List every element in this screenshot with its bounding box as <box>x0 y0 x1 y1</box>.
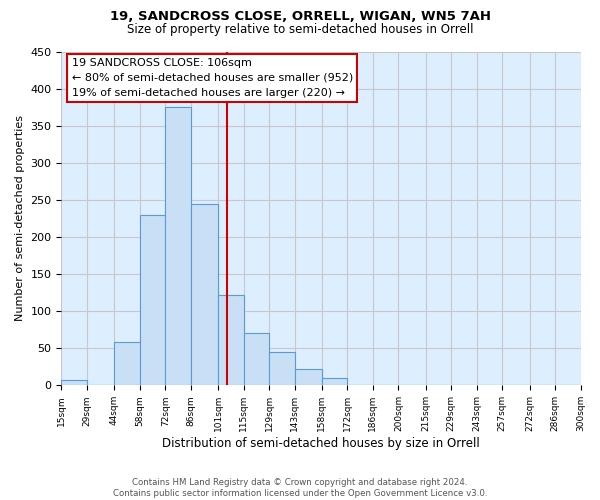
Text: 19, SANDCROSS CLOSE, ORRELL, WIGAN, WN5 7AH: 19, SANDCROSS CLOSE, ORRELL, WIGAN, WN5 … <box>110 10 491 23</box>
Y-axis label: Number of semi-detached properties: Number of semi-detached properties <box>15 116 25 322</box>
Text: 19 SANDCROSS CLOSE: 106sqm
← 80% of semi-detached houses are smaller (952)
19% o: 19 SANDCROSS CLOSE: 106sqm ← 80% of semi… <box>72 58 353 98</box>
Bar <box>140 214 165 386</box>
Bar <box>269 352 295 386</box>
Bar <box>322 378 347 386</box>
Bar <box>244 334 269 386</box>
Bar <box>114 342 140 386</box>
Text: Size of property relative to semi-detached houses in Orrell: Size of property relative to semi-detach… <box>127 22 473 36</box>
Text: Contains HM Land Registry data © Crown copyright and database right 2024.
Contai: Contains HM Land Registry data © Crown c… <box>113 478 487 498</box>
Bar <box>295 369 322 386</box>
Bar <box>165 107 191 386</box>
Bar <box>218 295 244 386</box>
X-axis label: Distribution of semi-detached houses by size in Orrell: Distribution of semi-detached houses by … <box>162 437 480 450</box>
Bar <box>61 380 87 386</box>
Bar <box>191 204 218 386</box>
